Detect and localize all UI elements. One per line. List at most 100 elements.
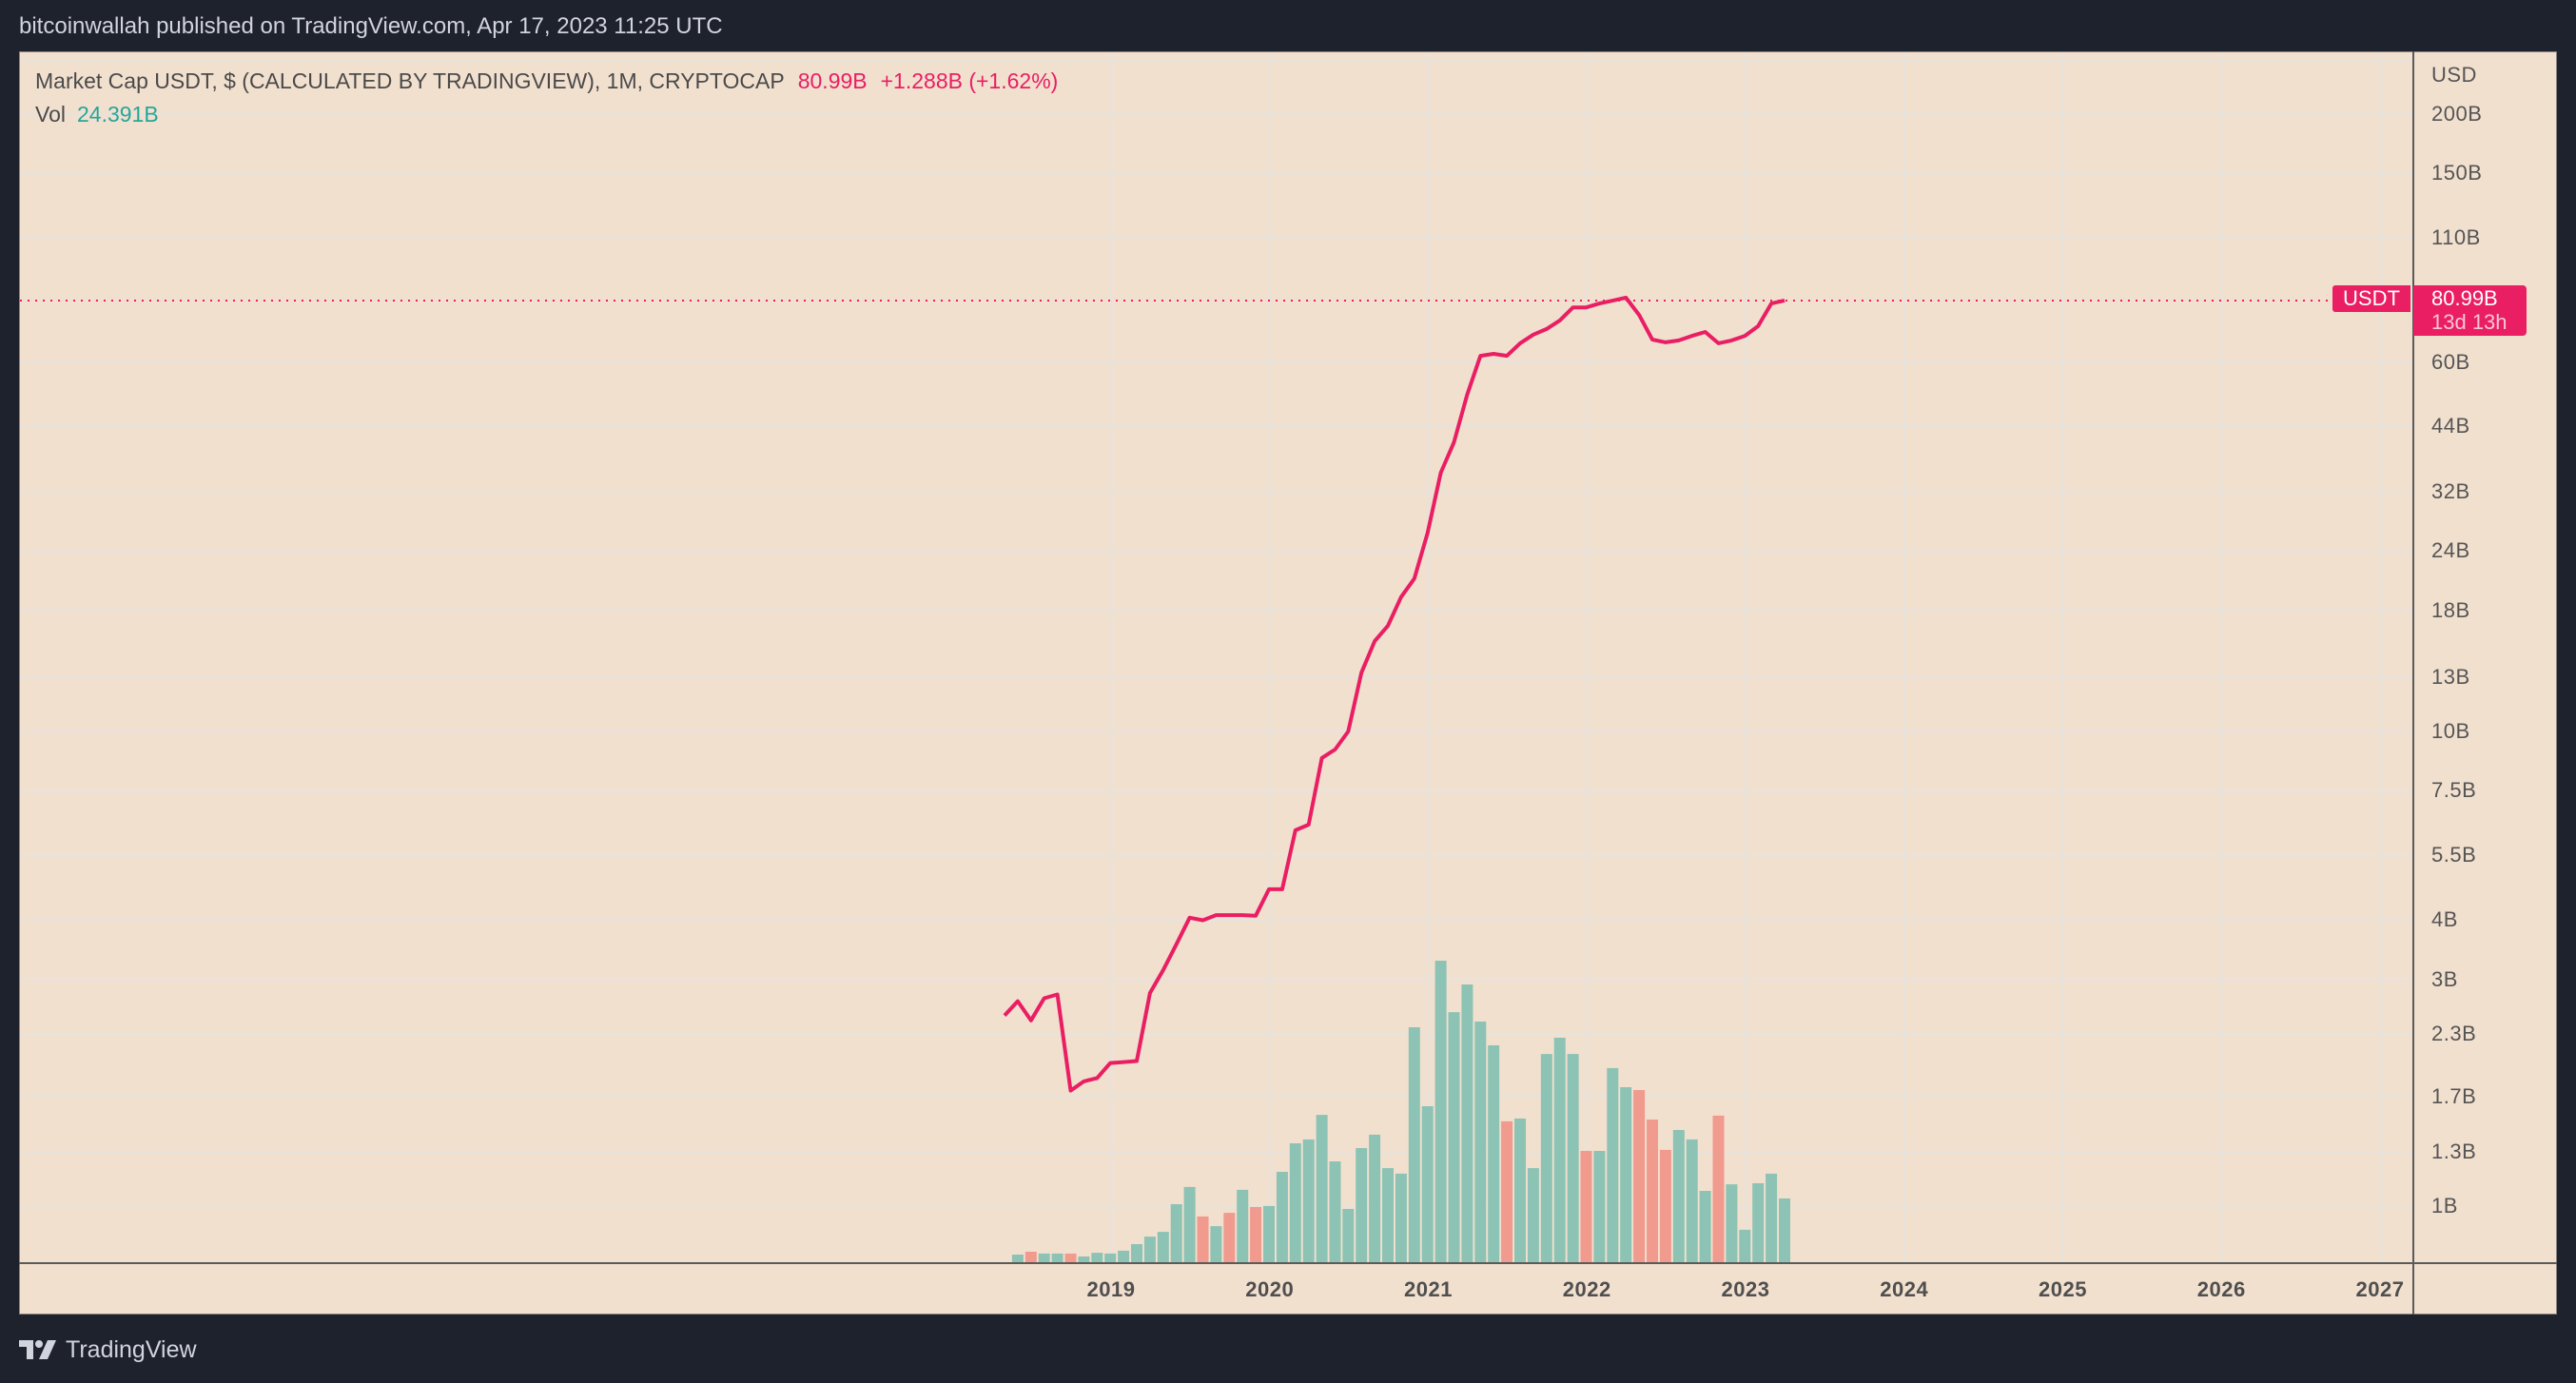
volume-bar bbox=[1659, 1149, 1671, 1262]
chart-legend: Market Cap USDT, $ (CALCULATED BY TRADIN… bbox=[35, 67, 1058, 133]
volume-bar bbox=[1183, 1186, 1196, 1262]
volume-bar bbox=[1501, 1120, 1513, 1262]
volume-bar bbox=[1421, 1106, 1434, 1262]
price-axis-tick: 200B bbox=[2431, 102, 2483, 127]
volume-bar bbox=[1342, 1209, 1355, 1262]
market-cap-line bbox=[1003, 295, 1786, 1093]
publisher-line: bitcoinwallah published on TradingView.c… bbox=[19, 13, 723, 39]
price-axis-border bbox=[2412, 51, 2414, 1315]
volume-bar bbox=[1448, 1012, 1460, 1262]
time-axis-tick: 2022 bbox=[1562, 1277, 1611, 1301]
price-axis-tick: 18B bbox=[2431, 597, 2470, 622]
volume-bar bbox=[1607, 1067, 1619, 1262]
volume-bar bbox=[1356, 1148, 1368, 1262]
price-axis-tick: 110B bbox=[2431, 224, 2481, 249]
volume-bar bbox=[1118, 1250, 1130, 1262]
price-axis-currency[interactable]: USD bbox=[2431, 63, 2477, 87]
volume-bar bbox=[1382, 1168, 1394, 1262]
last-price-value: 80.99B bbox=[2431, 286, 2498, 310]
volume-bar bbox=[1289, 1143, 1301, 1262]
tradingview-logo-icon bbox=[19, 1340, 56, 1359]
volume-bar bbox=[1170, 1204, 1182, 1262]
volume-bar bbox=[1540, 1054, 1552, 1262]
volume-bar bbox=[1766, 1173, 1778, 1262]
volume-bar bbox=[1712, 1115, 1725, 1262]
volume-bar bbox=[1514, 1118, 1526, 1262]
volume-bar bbox=[1237, 1189, 1249, 1262]
time-axis-tick: 2024 bbox=[1880, 1277, 1929, 1301]
volume-bar bbox=[1369, 1134, 1381, 1262]
time-axis-tick: 2026 bbox=[2196, 1277, 2246, 1301]
volume-bar bbox=[1686, 1139, 1698, 1262]
gridlines bbox=[20, 52, 2412, 1262]
volume-bar bbox=[1474, 1022, 1487, 1262]
time-axis-tick: 2020 bbox=[1245, 1277, 1295, 1301]
volume-bar bbox=[1038, 1253, 1050, 1262]
volume-bar bbox=[1739, 1229, 1751, 1262]
price-axis-tick: 5.5B bbox=[2431, 842, 2477, 867]
volume-bar bbox=[1553, 1038, 1566, 1262]
volume-bar bbox=[1699, 1191, 1711, 1262]
legend-change: +1.288B (+1.62%) bbox=[880, 68, 1059, 93]
price-axis-tick: 1.3B bbox=[2431, 1139, 2477, 1163]
volume-bar bbox=[1488, 1045, 1500, 1262]
price-axis-tick: 10B bbox=[2431, 719, 2470, 743]
volume-bar bbox=[1620, 1087, 1632, 1262]
legend-volume-series[interactable]: Vol 24.391B bbox=[35, 100, 1058, 133]
volume-bar bbox=[1567, 1054, 1579, 1262]
price-axis-tick: 2.3B bbox=[2431, 1022, 2477, 1046]
volume-bar bbox=[1527, 1168, 1539, 1262]
volume-bar bbox=[1223, 1213, 1236, 1262]
price-axis-tick: 32B bbox=[2431, 479, 2470, 504]
volume-bar bbox=[1276, 1172, 1288, 1262]
bar-countdown: 13d 13h bbox=[2431, 310, 2508, 334]
volume-bar bbox=[1329, 1161, 1341, 1262]
price-axis-tick: 3B bbox=[2431, 966, 2458, 991]
time-axis-border bbox=[19, 1262, 2557, 1264]
volume-bar bbox=[1434, 961, 1447, 1262]
price-axis-tick: 1B bbox=[2431, 1193, 2458, 1217]
volume-bar bbox=[1210, 1226, 1222, 1262]
volume-bar bbox=[1672, 1130, 1685, 1262]
volume-bar bbox=[1633, 1090, 1646, 1262]
volume-bar bbox=[1647, 1120, 1658, 1262]
legend-vol-label: Vol bbox=[35, 102, 66, 127]
time-axis-tick: 2027 bbox=[2355, 1277, 2405, 1301]
price-axis-tick: 4B bbox=[2431, 907, 2458, 932]
volume-bar bbox=[1104, 1253, 1117, 1262]
volume-bar bbox=[1580, 1151, 1592, 1262]
legend-main-series[interactable]: Market Cap USDT, $ (CALCULATED BY TRADIN… bbox=[35, 67, 1058, 100]
volume-bar bbox=[1779, 1198, 1790, 1262]
price-axis-tick: 150B bbox=[2431, 161, 2483, 185]
volume-bar bbox=[1131, 1244, 1142, 1262]
volume-bar bbox=[1302, 1139, 1315, 1262]
volume-bar bbox=[1395, 1173, 1407, 1262]
volume-bars bbox=[1011, 961, 1790, 1262]
legend-symbol-title: Market Cap USDT, $ (CALCULATED BY TRADIN… bbox=[35, 68, 785, 93]
last-price-tag: 80.99B 13d 13h bbox=[2413, 285, 2527, 336]
time-axis-tick: 2025 bbox=[2039, 1277, 2087, 1301]
price-axis-tick: 24B bbox=[2431, 538, 2470, 563]
volume-bar bbox=[1078, 1256, 1090, 1262]
volume-bar bbox=[1197, 1216, 1209, 1262]
volume-bar bbox=[1250, 1207, 1262, 1262]
price-axis-tick: 7.5B bbox=[2431, 778, 2477, 803]
volume-bar bbox=[1157, 1232, 1169, 1262]
price-axis-tick: 1.7B bbox=[2431, 1083, 2477, 1108]
symbol-price-tag: USDT bbox=[2332, 285, 2410, 312]
legend-vol-value: 24.391B bbox=[76, 102, 159, 127]
volume-bar bbox=[1726, 1184, 1738, 1262]
tradingview-logo[interactable]: TradingView bbox=[19, 1335, 197, 1364]
volume-bar bbox=[1461, 984, 1473, 1262]
volume-bar bbox=[1408, 1027, 1420, 1262]
volume-bar bbox=[1064, 1253, 1077, 1262]
volume-bar bbox=[1143, 1237, 1156, 1262]
price-axis-tick: 13B bbox=[2431, 665, 2470, 690]
volume-bar bbox=[1091, 1253, 1103, 1262]
legend-last-value: 80.99B bbox=[797, 68, 868, 93]
tradingview-brand: TradingView bbox=[66, 1335, 197, 1363]
volume-bar bbox=[1051, 1253, 1064, 1262]
price-axis-tick: 60B bbox=[2431, 349, 2470, 374]
volume-bar bbox=[1593, 1151, 1606, 1262]
